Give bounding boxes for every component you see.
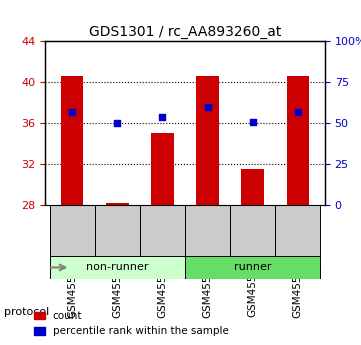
Bar bbox=[242, 169, 264, 205]
Text: runner: runner bbox=[234, 263, 271, 273]
Text: protocol: protocol bbox=[4, 307, 49, 317]
Bar bbox=[106, 203, 129, 205]
Point bbox=[250, 119, 256, 124]
Bar bbox=[61, 76, 83, 205]
Bar bbox=[95, 205, 140, 256]
Point bbox=[205, 104, 210, 110]
Point bbox=[160, 114, 165, 119]
Legend: count, percentile rank within the sample: count, percentile rank within the sample bbox=[34, 311, 229, 336]
Text: non-runner: non-runner bbox=[86, 263, 149, 273]
Bar bbox=[49, 205, 95, 256]
Point bbox=[295, 109, 301, 115]
Bar bbox=[140, 205, 185, 256]
Bar bbox=[275, 205, 321, 256]
Title: GDS1301 / rc_AA893260_at: GDS1301 / rc_AA893260_at bbox=[89, 25, 281, 39]
Bar bbox=[185, 256, 321, 279]
Bar bbox=[196, 76, 219, 205]
Point bbox=[69, 109, 75, 115]
Bar bbox=[230, 205, 275, 256]
Bar bbox=[151, 134, 174, 205]
Point bbox=[114, 120, 120, 126]
Bar bbox=[287, 76, 309, 205]
Bar bbox=[185, 205, 230, 256]
Bar bbox=[49, 256, 185, 279]
